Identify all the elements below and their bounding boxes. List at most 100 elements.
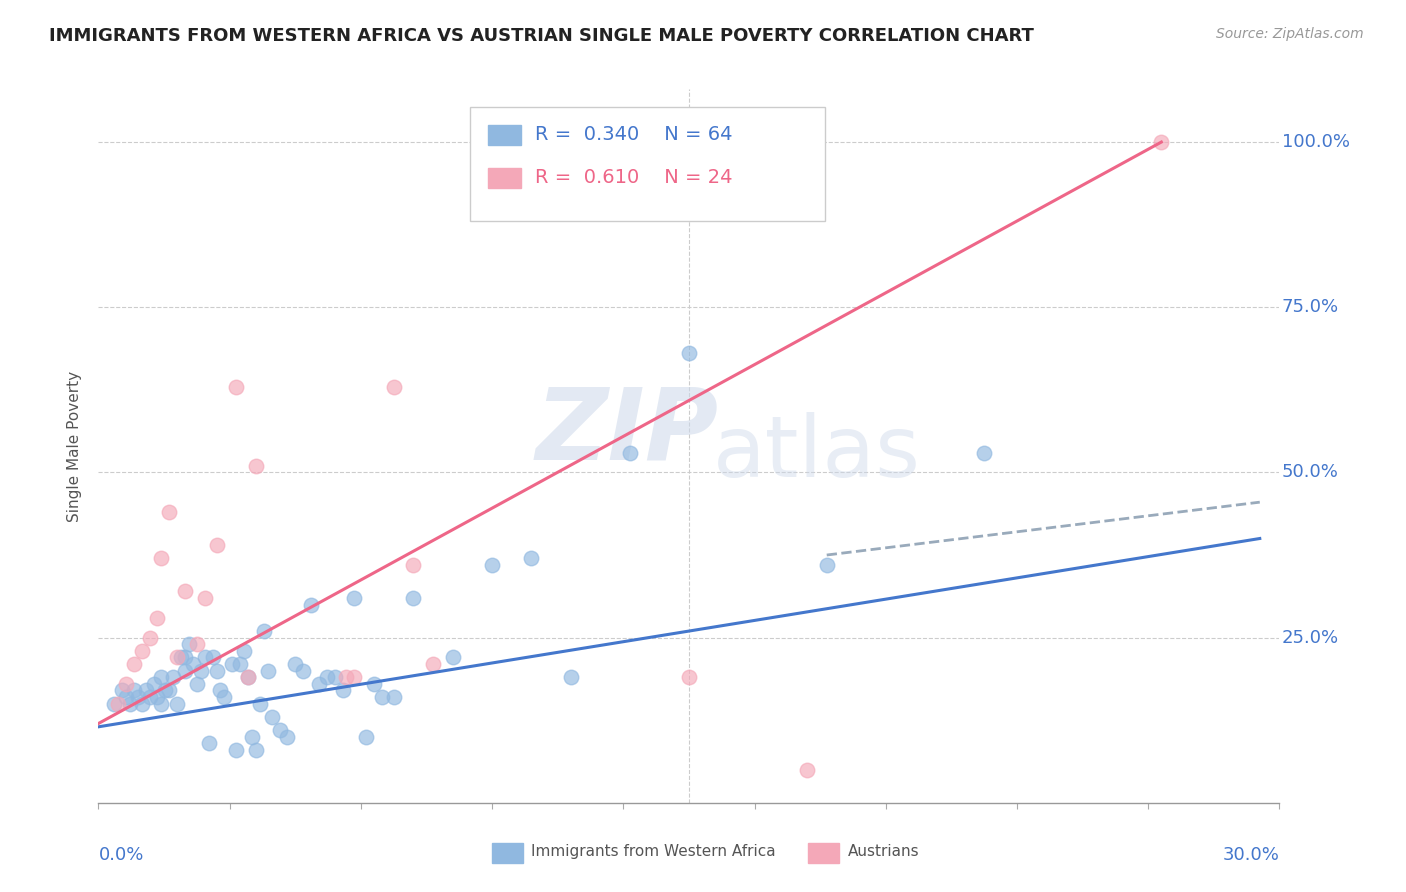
- Point: [107, 697, 129, 711]
- Point: [284, 657, 307, 671]
- Point: [323, 670, 346, 684]
- Point: [678, 346, 700, 360]
- Point: [205, 664, 228, 678]
- Point: [150, 551, 173, 566]
- Point: [371, 690, 394, 704]
- Point: [292, 664, 315, 678]
- Point: [269, 723, 291, 738]
- Point: [131, 697, 153, 711]
- Text: Austrians: Austrians: [848, 845, 920, 859]
- Text: Immigrants from Western Africa: Immigrants from Western Africa: [531, 845, 776, 859]
- Point: [111, 683, 134, 698]
- Point: [229, 657, 252, 671]
- Point: [190, 664, 212, 678]
- Point: [382, 690, 405, 704]
- Point: [253, 624, 276, 638]
- Point: [236, 670, 259, 684]
- Point: [402, 558, 425, 572]
- Point: [276, 730, 298, 744]
- Point: [131, 644, 153, 658]
- Point: [118, 697, 141, 711]
- Point: [240, 730, 263, 744]
- Point: [166, 697, 188, 711]
- Point: [796, 763, 818, 777]
- Point: [174, 664, 197, 678]
- Point: [315, 670, 337, 684]
- Text: 0.0%: 0.0%: [98, 846, 143, 863]
- Point: [560, 670, 582, 684]
- Point: [221, 657, 243, 671]
- Text: Source: ZipAtlas.com: Source: ZipAtlas.com: [1216, 27, 1364, 41]
- Text: 30.0%: 30.0%: [1223, 846, 1279, 863]
- Point: [363, 677, 385, 691]
- Text: atlas: atlas: [713, 411, 921, 495]
- Point: [236, 670, 259, 684]
- Point: [146, 611, 169, 625]
- Point: [127, 690, 149, 704]
- Point: [225, 743, 247, 757]
- Point: [142, 677, 165, 691]
- Text: 100.0%: 100.0%: [1282, 133, 1350, 151]
- Point: [233, 644, 256, 658]
- Point: [299, 598, 322, 612]
- Point: [205, 538, 228, 552]
- Point: [138, 690, 160, 704]
- Point: [619, 445, 641, 459]
- Point: [177, 637, 200, 651]
- Text: 25.0%: 25.0%: [1282, 629, 1339, 647]
- Text: ZIP: ZIP: [536, 384, 718, 480]
- FancyBboxPatch shape: [471, 107, 825, 221]
- Text: R =  0.340    N = 64: R = 0.340 N = 64: [536, 126, 733, 145]
- Point: [678, 670, 700, 684]
- Point: [214, 690, 236, 704]
- Point: [138, 631, 160, 645]
- Point: [155, 683, 177, 698]
- Point: [441, 650, 464, 665]
- Bar: [488, 125, 522, 145]
- Text: IMMIGRANTS FROM WESTERN AFRICA VS AUSTRIAN SINGLE MALE POVERTY CORRELATION CHART: IMMIGRANTS FROM WESTERN AFRICA VS AUSTRI…: [49, 27, 1033, 45]
- Point: [260, 710, 283, 724]
- Point: [122, 683, 145, 698]
- Point: [166, 650, 188, 665]
- Y-axis label: Single Male Poverty: Single Male Poverty: [67, 370, 83, 522]
- Point: [308, 677, 330, 691]
- Point: [174, 650, 197, 665]
- Point: [209, 683, 232, 698]
- Text: 50.0%: 50.0%: [1282, 464, 1339, 482]
- Point: [343, 591, 366, 605]
- Point: [115, 690, 138, 704]
- Point: [170, 650, 193, 665]
- Point: [115, 677, 138, 691]
- Point: [249, 697, 271, 711]
- Point: [343, 670, 366, 684]
- Point: [422, 657, 444, 671]
- Point: [150, 670, 173, 684]
- Bar: [488, 168, 522, 187]
- Point: [146, 690, 169, 704]
- Point: [174, 584, 197, 599]
- Text: 75.0%: 75.0%: [1282, 298, 1339, 317]
- Point: [157, 683, 180, 698]
- Point: [181, 657, 204, 671]
- Point: [194, 591, 217, 605]
- Point: [481, 558, 503, 572]
- Point: [186, 677, 208, 691]
- Point: [201, 650, 224, 665]
- Point: [162, 670, 184, 684]
- Point: [382, 379, 405, 393]
- Point: [245, 458, 267, 473]
- Point: [1150, 135, 1173, 149]
- Point: [157, 505, 180, 519]
- Point: [332, 683, 354, 698]
- Point: [197, 736, 219, 750]
- Point: [402, 591, 425, 605]
- Point: [150, 697, 173, 711]
- Point: [335, 670, 357, 684]
- Point: [135, 683, 157, 698]
- Point: [225, 379, 247, 393]
- Point: [256, 664, 278, 678]
- Point: [520, 551, 543, 566]
- Point: [103, 697, 125, 711]
- Point: [815, 558, 838, 572]
- Point: [186, 637, 208, 651]
